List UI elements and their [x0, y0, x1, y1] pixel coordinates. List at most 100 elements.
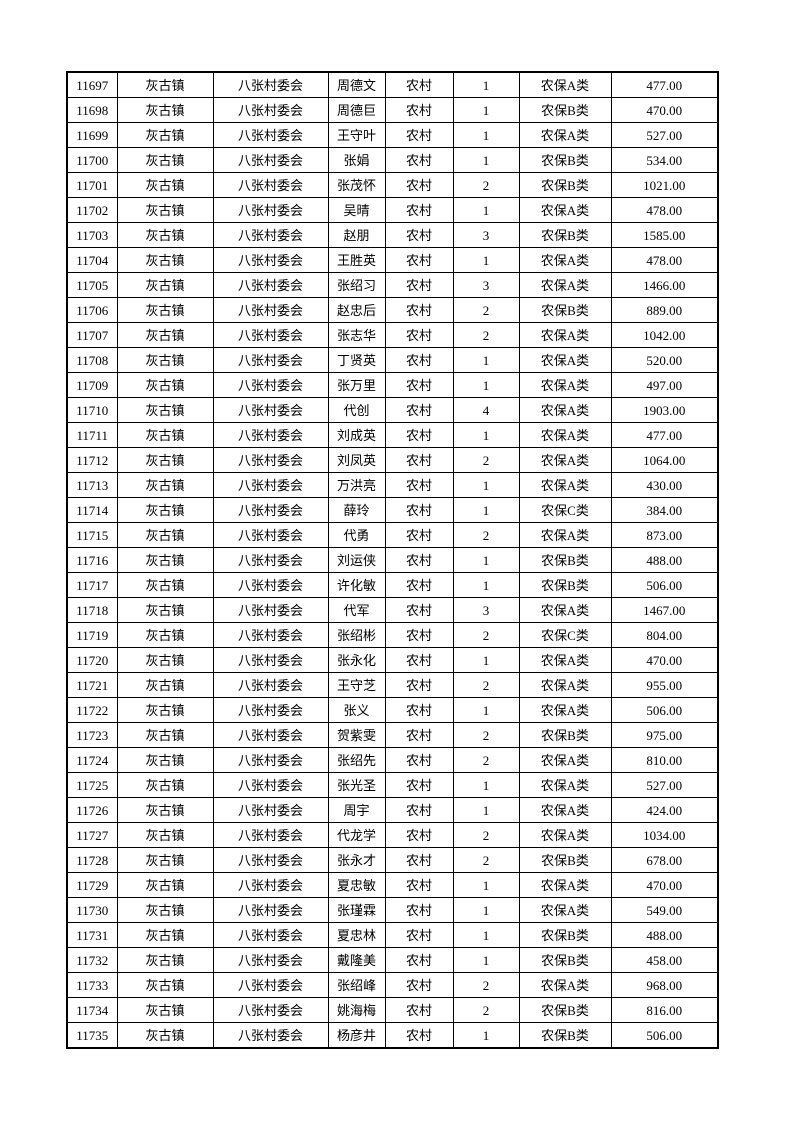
cell-person-name: 代龙学: [327, 822, 386, 848]
cell-residence-type: 农村: [384, 247, 454, 273]
cell-insurance-category: 农保B类: [518, 547, 612, 573]
cell-person-count: 1: [452, 71, 520, 98]
cell-village-committee: 八张村委会: [212, 447, 329, 473]
cell-serial-number: 11707: [66, 322, 118, 348]
cell-insurance-category: 农保B类: [518, 922, 612, 948]
cell-insurance-category: 农保B类: [518, 722, 612, 748]
cell-serial-number: 11714: [66, 497, 118, 523]
table-row: 11721 灰古镇 八张村委会 王守芝 农村 2 农保A类 955.00: [66, 672, 719, 698]
table-row: 11698 灰古镇 八张村委会 周德巨 农村 1 农保B类 470.00: [66, 97, 719, 123]
cell-village-committee: 八张村委会: [212, 922, 329, 948]
cell-person-count: 2: [452, 322, 520, 348]
cell-serial-number: 11697: [66, 71, 118, 98]
cell-person-name: 万洪亮: [327, 472, 386, 498]
cell-insurance-category: 农保B类: [518, 997, 612, 1023]
table-row: 11732 灰古镇 八张村委会 戴隆美 农村 1 农保B类 458.00: [66, 947, 719, 973]
cell-person-count: 1: [452, 147, 520, 173]
cell-town: 灰古镇: [116, 647, 214, 673]
cell-town: 灰古镇: [116, 797, 214, 823]
cell-village-committee: 八张村委会: [212, 997, 329, 1023]
table-row: 11719 灰古镇 八张村委会 张绍彬 农村 2 农保C类 804.00: [66, 622, 719, 648]
table-row: 11724 灰古镇 八张村委会 张绍先 农村 2 农保A类 810.00: [66, 747, 719, 773]
cell-amount: 534.00: [610, 147, 719, 173]
cell-residence-type: 农村: [384, 822, 454, 848]
cell-amount: 810.00: [610, 747, 719, 773]
cell-person-count: 1: [452, 497, 520, 523]
cell-town: 灰古镇: [116, 597, 214, 623]
cell-village-committee: 八张村委会: [212, 71, 329, 98]
cell-person-name: 戴隆美: [327, 947, 386, 973]
cell-village-committee: 八张村委会: [212, 197, 329, 223]
cell-serial-number: 11731: [66, 922, 118, 948]
cell-person-name: 代军: [327, 597, 386, 623]
cell-serial-number: 11718: [66, 597, 118, 623]
cell-town: 灰古镇: [116, 997, 214, 1023]
table-row: 11710 灰古镇 八张村委会 代创 农村 4 农保A类 1903.00: [66, 397, 719, 423]
cell-residence-type: 农村: [384, 547, 454, 573]
cell-amount: 1903.00: [610, 397, 719, 423]
cell-person-name: 张万里: [327, 372, 386, 398]
cell-insurance-category: 农保C类: [518, 622, 612, 648]
cell-residence-type: 农村: [384, 897, 454, 923]
cell-insurance-category: 农保A类: [518, 347, 612, 373]
cell-person-name: 张义: [327, 697, 386, 723]
cell-town: 灰古镇: [116, 447, 214, 473]
cell-person-count: 2: [452, 847, 520, 873]
table-row: 11703 灰古镇 八张村委会 赵朋 农村 3 农保B类 1585.00: [66, 222, 719, 248]
table-row: 11699 灰古镇 八张村委会 王守叶 农村 1 农保A类 527.00: [66, 122, 719, 148]
cell-insurance-category: 农保A类: [518, 322, 612, 348]
cell-person-name: 张志华: [327, 322, 386, 348]
cell-serial-number: 11702: [66, 197, 118, 223]
cell-person-count: 1: [452, 97, 520, 123]
cell-insurance-category: 农保A类: [518, 747, 612, 773]
table-row: 11714 灰古镇 八张村委会 薛玲 农村 1 农保C类 384.00: [66, 497, 719, 523]
cell-town: 灰古镇: [116, 197, 214, 223]
cell-town: 灰古镇: [116, 747, 214, 773]
cell-village-committee: 八张村委会: [212, 647, 329, 673]
cell-serial-number: 11733: [66, 972, 118, 998]
cell-insurance-category: 农保A类: [518, 797, 612, 823]
cell-amount: 470.00: [610, 97, 719, 123]
cell-insurance-category: 农保A类: [518, 422, 612, 448]
cell-serial-number: 11700: [66, 147, 118, 173]
cell-amount: 1585.00: [610, 222, 719, 248]
cell-amount: 506.00: [610, 572, 719, 598]
cell-person-name: 王守芝: [327, 672, 386, 698]
cell-person-count: 1: [452, 422, 520, 448]
cell-village-committee: 八张村委会: [212, 672, 329, 698]
cell-person-name: 许化敏: [327, 572, 386, 598]
cell-amount: 478.00: [610, 197, 719, 223]
cell-town: 灰古镇: [116, 397, 214, 423]
cell-town: 灰古镇: [116, 372, 214, 398]
cell-amount: 873.00: [610, 522, 719, 548]
cell-person-name: 刘成英: [327, 422, 386, 448]
cell-person-count: 1: [452, 897, 520, 923]
cell-amount: 506.00: [610, 697, 719, 723]
cell-person-count: 2: [452, 747, 520, 773]
cell-person-name: 张绍习: [327, 272, 386, 298]
cell-serial-number: 11708: [66, 347, 118, 373]
cell-person-name: 张茂怀: [327, 172, 386, 198]
cell-residence-type: 农村: [384, 672, 454, 698]
cell-village-committee: 八张村委会: [212, 522, 329, 548]
cell-insurance-category: 农保A类: [518, 897, 612, 923]
cell-village-committee: 八张村委会: [212, 322, 329, 348]
cell-person-name: 张永才: [327, 847, 386, 873]
cell-person-count: 1: [452, 472, 520, 498]
cell-amount: 816.00: [610, 997, 719, 1023]
cell-residence-type: 农村: [384, 422, 454, 448]
cell-town: 灰古镇: [116, 322, 214, 348]
table-row: 11722 灰古镇 八张村委会 张义 农村 1 农保A类 506.00: [66, 697, 719, 723]
table-row: 11729 灰古镇 八张村委会 夏忠敏 农村 1 农保A类 470.00: [66, 872, 719, 898]
table-row: 11704 灰古镇 八张村委会 王胜英 农村 1 农保A类 478.00: [66, 247, 719, 273]
cell-amount: 1064.00: [610, 447, 719, 473]
cell-residence-type: 农村: [384, 197, 454, 223]
cell-serial-number: 11725: [66, 772, 118, 798]
cell-residence-type: 农村: [384, 972, 454, 998]
cell-residence-type: 农村: [384, 147, 454, 173]
cell-person-count: 1: [452, 697, 520, 723]
cell-residence-type: 农村: [384, 272, 454, 298]
cell-amount: 1466.00: [610, 272, 719, 298]
cell-insurance-category: 农保C类: [518, 497, 612, 523]
